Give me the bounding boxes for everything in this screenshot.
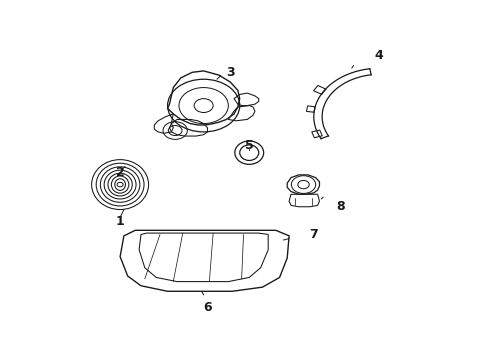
Text: 4: 4 <box>374 49 383 62</box>
Circle shape <box>117 183 123 187</box>
Text: 2: 2 <box>116 166 124 179</box>
Text: 6: 6 <box>203 301 212 314</box>
Text: 1: 1 <box>116 215 124 228</box>
Text: 7: 7 <box>309 228 318 241</box>
Text: 5: 5 <box>245 139 254 152</box>
Text: 8: 8 <box>336 200 344 213</box>
Text: 3: 3 <box>226 66 235 79</box>
